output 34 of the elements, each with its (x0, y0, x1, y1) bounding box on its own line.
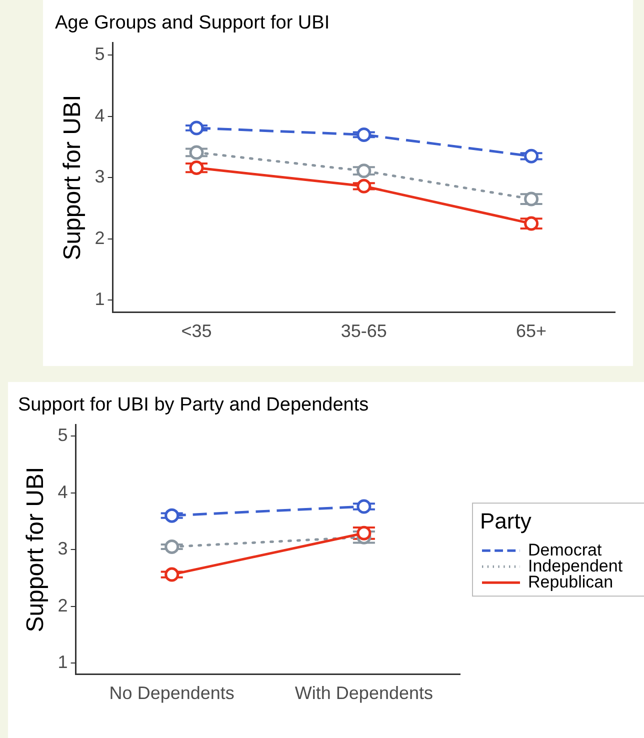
y-tick-label: 2 (94, 228, 105, 248)
x-tick-label: 35-65 (340, 321, 387, 342)
x-tick-label: No Dependents (109, 683, 234, 704)
x-tick-label: <35 (181, 321, 212, 342)
y-tick-label: 1 (94, 289, 105, 310)
point (356, 127, 372, 142)
point (164, 508, 180, 523)
point (189, 145, 204, 160)
chart-title: Support for UBI by Party and Dependents (18, 394, 369, 416)
point (164, 567, 180, 582)
x-tick-label: With Dependents (294, 683, 433, 704)
x-tick-label: 65+ (516, 321, 547, 342)
point (356, 178, 372, 194)
point (356, 499, 372, 514)
y-tick-label: 5 (94, 44, 105, 64)
y-axis-title: Support for UBI (22, 466, 50, 632)
chart-title: Age Groups and Support for UBI (55, 12, 330, 34)
point (164, 540, 180, 554)
point (189, 160, 204, 176)
y-axis-title: Support for UBI (59, 94, 86, 260)
point (356, 526, 372, 540)
point (356, 164, 372, 178)
point (524, 192, 539, 206)
legend-title: Party (480, 508, 532, 534)
y-tick-label: 5 (58, 425, 68, 446)
y-tick-label: 3 (58, 538, 68, 559)
point (524, 148, 539, 164)
point (524, 216, 539, 231)
y-tick-label: 4 (94, 105, 105, 126)
y-tick-label: 2 (58, 595, 68, 616)
point (189, 120, 204, 136)
y-tick-label: 4 (58, 482, 68, 502)
y-tick-label: 3 (94, 166, 105, 187)
y-tick-label: 1 (58, 652, 68, 672)
